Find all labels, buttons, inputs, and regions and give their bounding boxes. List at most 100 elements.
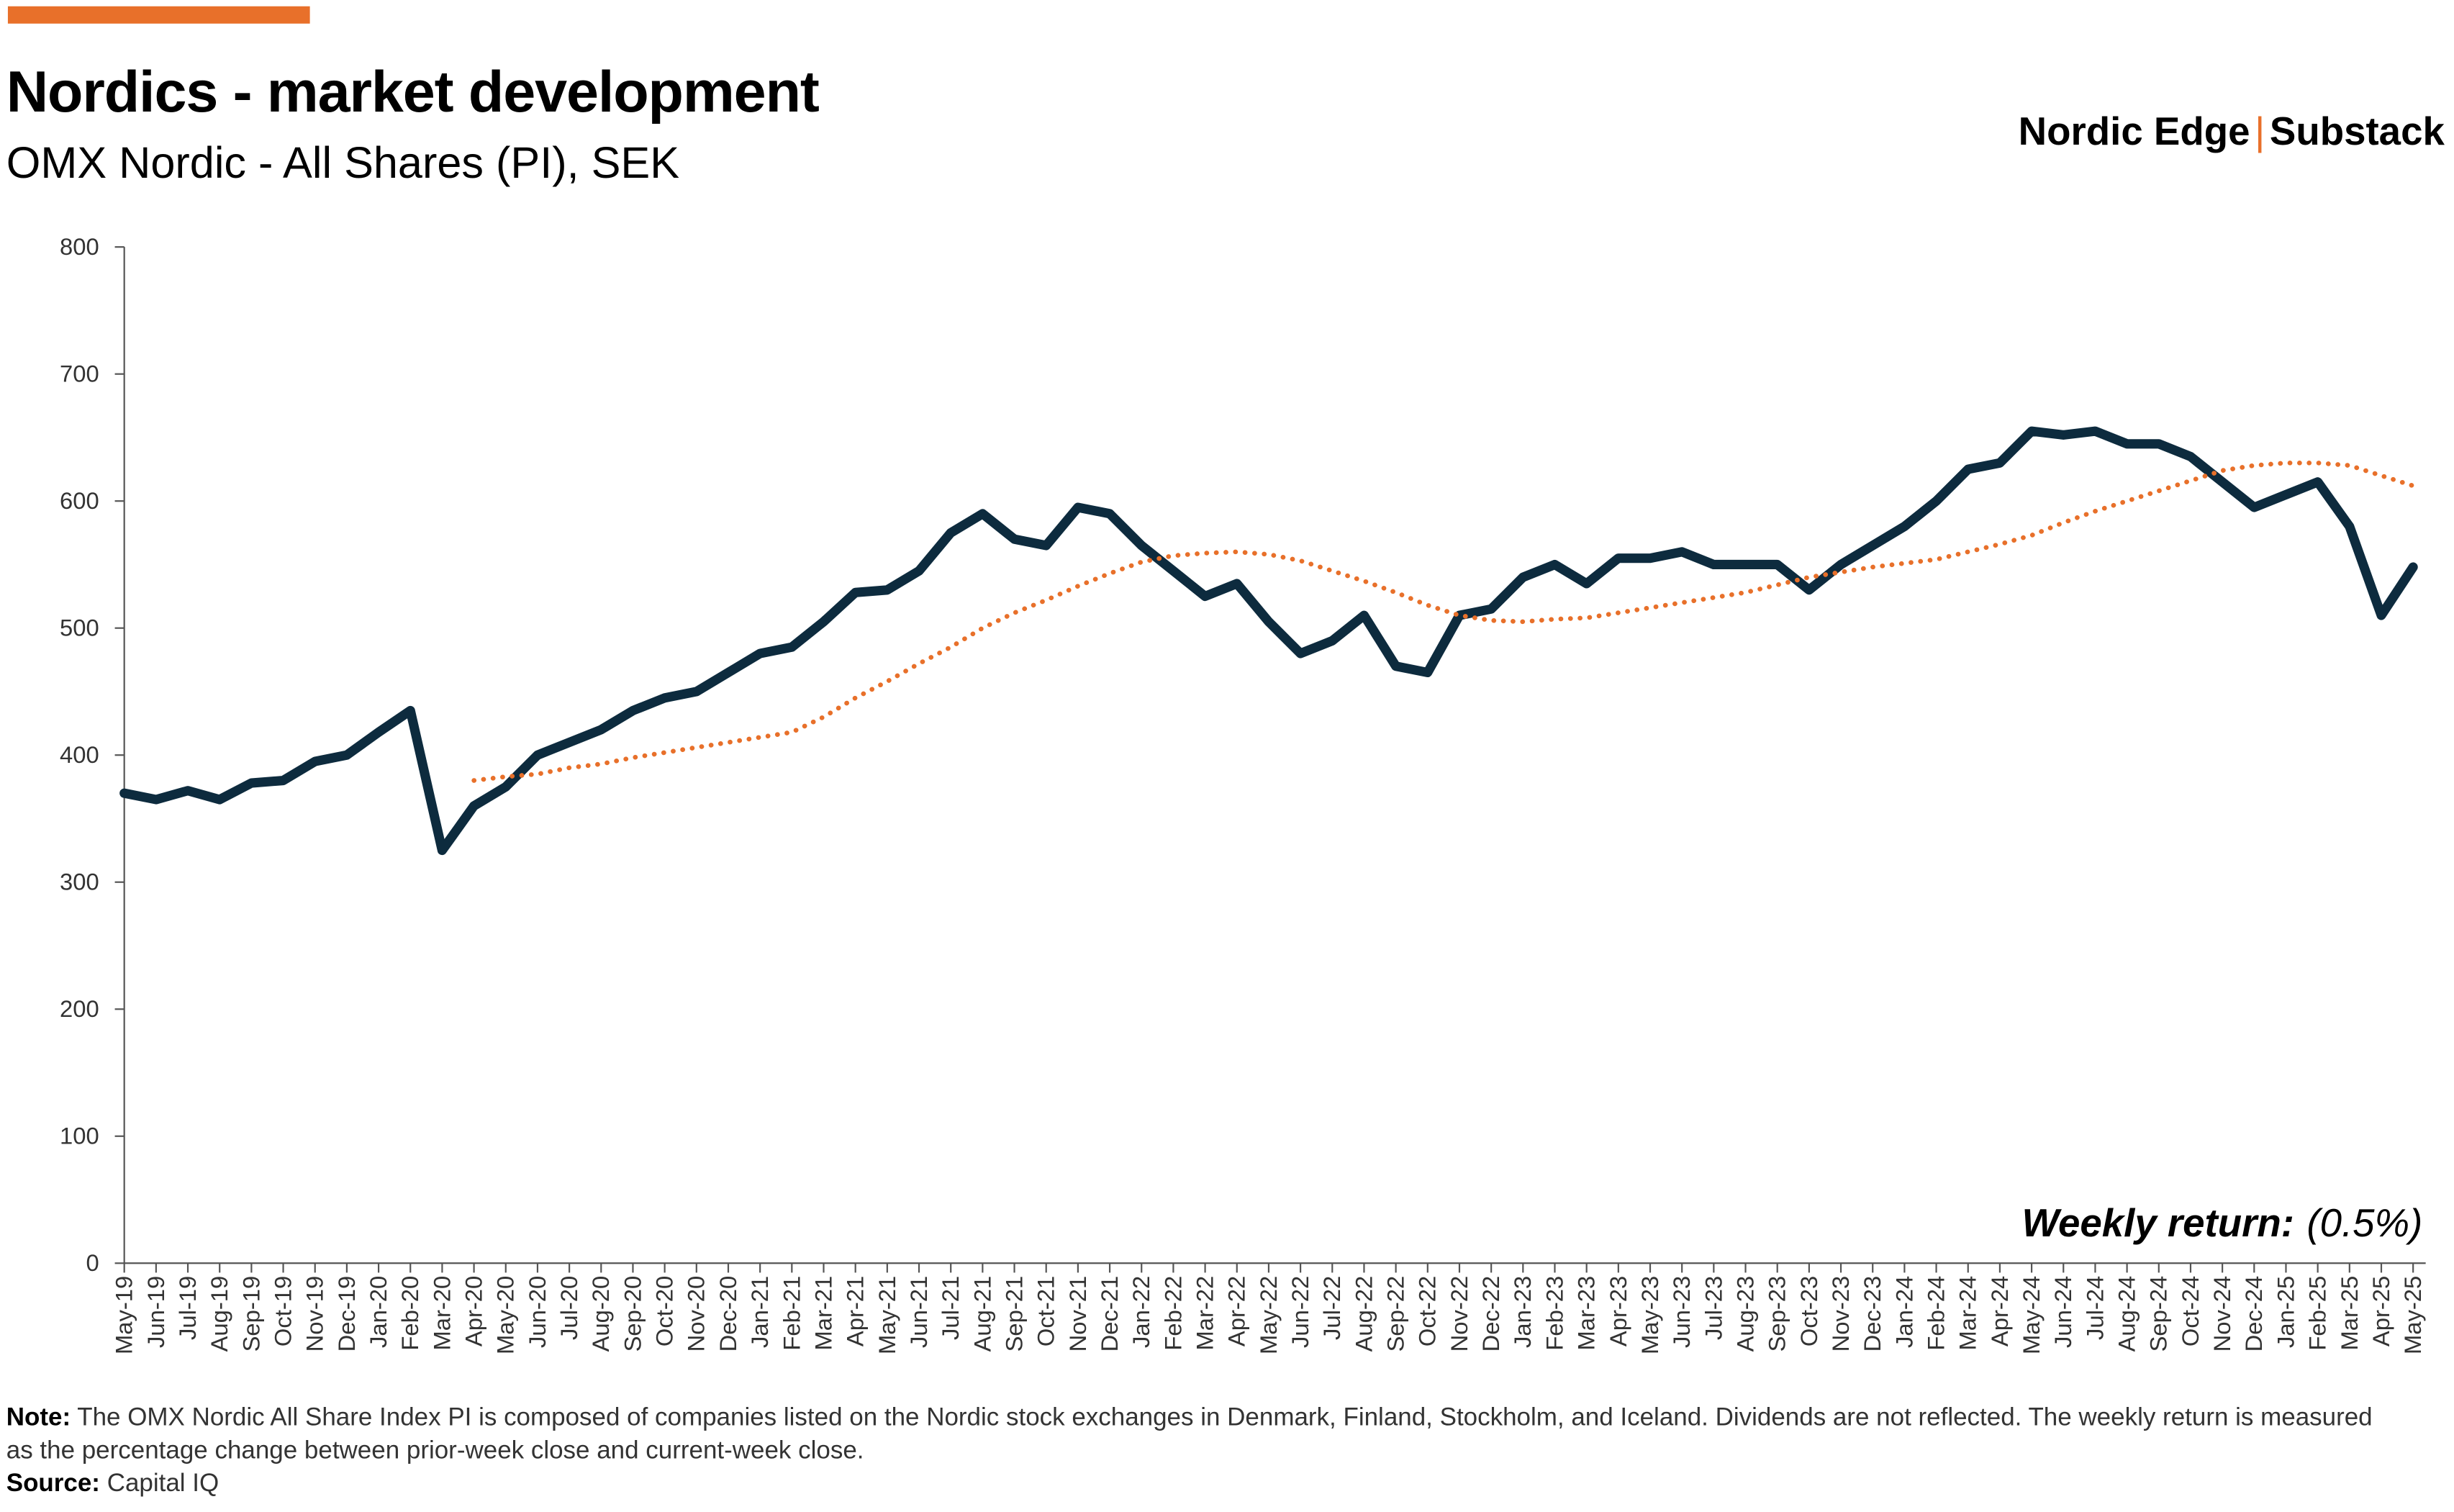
y-tick-label: 400	[60, 741, 99, 768]
x-tick-label: Dec-21	[1096, 1276, 1123, 1352]
title: Nordics - market development	[6, 60, 820, 125]
x-tick-label: May-21	[874, 1276, 900, 1354]
x-tick-label: Jun-22	[1287, 1276, 1313, 1348]
annotation: Weekly return: (0.5%)	[2021, 1201, 2422, 1245]
y-tick-label: 0	[86, 1249, 99, 1276]
series-line	[471, 460, 2416, 783]
brand-separator: |	[2255, 110, 2265, 155]
x-tick-label: Aug-23	[1731, 1276, 1758, 1352]
x-tick-label: Nov-24	[2209, 1276, 2235, 1352]
x-tick-label: Apr-20	[461, 1276, 487, 1346]
x-tick-label: Dec-19	[333, 1276, 360, 1352]
x-tick-label: Sep-21	[1000, 1276, 1027, 1352]
x-tick-label: Apr-21	[842, 1276, 869, 1346]
x-tick-label: Dec-24	[2240, 1276, 2267, 1352]
x-tick-label: Aug-22	[1350, 1276, 1377, 1352]
source: Source: Capital IQ	[6, 1467, 2398, 1500]
x-tick-label: Nov-23	[1827, 1276, 1854, 1352]
x-tick-label: Mar-21	[810, 1276, 836, 1351]
y-tick-label: 200	[60, 995, 99, 1022]
x-tick-label: May-19	[111, 1276, 137, 1354]
x-tick-label: Jul-21	[937, 1276, 964, 1340]
x-tick-label: Sep-24	[2145, 1276, 2172, 1352]
x-tick-label: May-24	[2018, 1276, 2045, 1354]
source-label: Source:	[6, 1470, 100, 1498]
x-tick-label: Aug-21	[969, 1276, 995, 1352]
x-tick-label: Sep-19	[237, 1276, 264, 1352]
x-tick-label: Oct-23	[1796, 1276, 1822, 1346]
source-text: Capital IQ	[107, 1470, 219, 1498]
x-tick-label: Jan-23	[1509, 1276, 1536, 1348]
x-tick-label: Jun-24	[2050, 1276, 2076, 1348]
brand-left: Nordic Edge	[2018, 110, 2250, 155]
x-tick-label: Aug-19	[206, 1276, 232, 1352]
annotation-label: Weekly return:	[2021, 1201, 2294, 1245]
x-tick-label: Jun-23	[1668, 1276, 1695, 1348]
x-tick-label: Dec-22	[1477, 1276, 1504, 1352]
x-tick-label: Mar-20	[428, 1276, 455, 1351]
x-tick-label: Nov-22	[1446, 1276, 1472, 1352]
note-text: The OMX Nordic All Share Index PI is com…	[6, 1405, 2373, 1465]
x-tick-label: Jul-19	[174, 1276, 201, 1340]
x-tick-label: Mar-25	[2336, 1276, 2363, 1351]
x-tick-label: Apr-25	[2368, 1276, 2394, 1346]
x-tick-label: Jan-24	[1891, 1276, 1917, 1348]
x-tick-label: May-22	[1255, 1276, 1282, 1354]
x-tick-label: Feb-20	[397, 1276, 423, 1351]
x-tick-label: Dec-20	[715, 1276, 741, 1352]
x-tick-label: Oct-20	[651, 1276, 678, 1346]
note: Note: The OMX Nordic All Share Index PI …	[6, 1402, 2398, 1468]
x-tick-label: Aug-20	[587, 1276, 614, 1352]
note-label: Note:	[6, 1405, 71, 1432]
x-tick-label: Sep-20	[619, 1276, 646, 1352]
x-tick-label: Jun-21	[905, 1276, 932, 1348]
x-tick-label: Mar-22	[1192, 1276, 1218, 1351]
y-tick-label: 600	[60, 487, 99, 514]
x-tick-label: Apr-23	[1605, 1276, 1631, 1346]
x-tick-label: May-25	[2399, 1276, 2426, 1354]
y-tick-label: 700	[60, 361, 99, 387]
x-tick-label: Sep-23	[1764, 1276, 1790, 1352]
y-tick-label: 300	[60, 869, 99, 895]
x-tick-label: May-20	[492, 1276, 519, 1354]
x-tick-label: Sep-22	[1382, 1276, 1409, 1352]
x-tick-label: Apr-22	[1223, 1276, 1250, 1346]
subtitle: OMX Nordic - All Shares (PI), SEK	[6, 138, 680, 188]
x-tick-label: Jul-20	[556, 1276, 582, 1340]
x-tick-label: Dec-23	[1859, 1276, 1885, 1352]
x-tick-label: Feb-21	[778, 1276, 805, 1351]
accent-bar	[7, 6, 310, 24]
x-tick-label: Aug-24	[2114, 1276, 2140, 1352]
x-tick-label: Mar-24	[1955, 1276, 1981, 1351]
x-tick-label: Oct-22	[1414, 1276, 1441, 1346]
x-tick-label: Feb-24	[1922, 1276, 1949, 1351]
x-tick-label: Jan-25	[2272, 1276, 2299, 1348]
x-tick-label: Jan-20	[365, 1276, 391, 1348]
x-tick-label: Feb-23	[1541, 1276, 1567, 1351]
x-tick-label: May-23	[1636, 1276, 1663, 1354]
y-tick-label: 500	[60, 615, 99, 641]
x-tick-label: Jul-23	[1700, 1276, 1726, 1340]
x-tick-label: Feb-22	[1159, 1276, 1186, 1351]
x-tick-label: Nov-21	[1064, 1276, 1091, 1352]
x-tick-label: Jan-21	[746, 1276, 773, 1348]
x-tick-label: Oct-19	[269, 1276, 296, 1346]
x-tick-label: Oct-21	[1033, 1276, 1059, 1346]
brand: Nordic Edge | Substack	[2019, 110, 2445, 155]
x-tick-label: Jul-24	[2081, 1276, 2108, 1340]
x-tick-label: Nov-20	[683, 1276, 710, 1352]
x-tick-label: Mar-23	[1573, 1276, 1600, 1351]
brand-right: Substack	[2269, 110, 2445, 155]
x-tick-label: Nov-19	[302, 1276, 328, 1352]
x-tick-label: Oct-24	[2177, 1276, 2204, 1346]
y-tick-label: 100	[60, 1123, 99, 1149]
x-tick-label: Jun-19	[142, 1276, 169, 1348]
series-line	[119, 426, 2418, 856]
footnotes: Note: The OMX Nordic All Share Index PI …	[6, 1402, 2398, 1501]
x-tick-label: Jun-20	[524, 1276, 551, 1348]
x-tick-label: Feb-25	[2304, 1276, 2331, 1351]
x-tick-label: Apr-24	[1986, 1276, 2013, 1346]
x-tick-label: Jan-22	[1128, 1276, 1154, 1348]
